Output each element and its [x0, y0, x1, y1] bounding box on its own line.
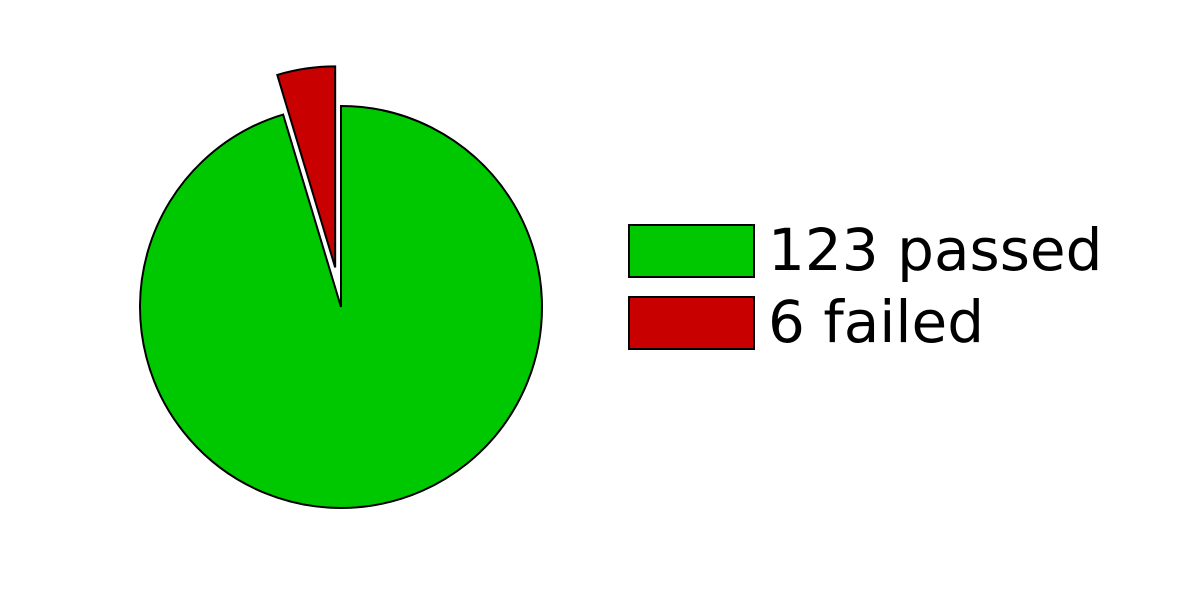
pie-slice-failed — [276, 65, 337, 268]
pie-slice-passed — [139, 104, 543, 509]
legend-swatch-failed — [628, 296, 755, 350]
pie-slices — [139, 65, 543, 509]
legend-swatch-passed — [628, 224, 755, 278]
legend-label-passed: 123 passed — [768, 216, 1102, 284]
legend-label-failed: 6 failed — [768, 288, 984, 356]
legend: 123 passed 6 failed — [628, 216, 1102, 356]
